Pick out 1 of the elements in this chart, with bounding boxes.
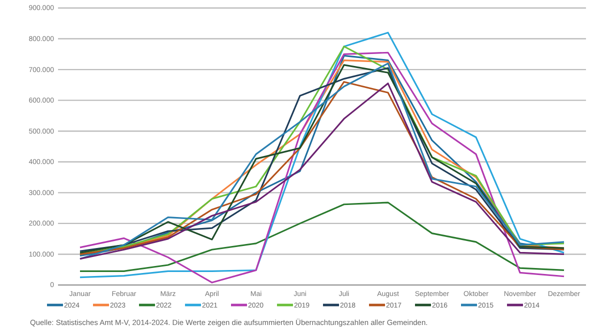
line-series xyxy=(79,202,565,272)
